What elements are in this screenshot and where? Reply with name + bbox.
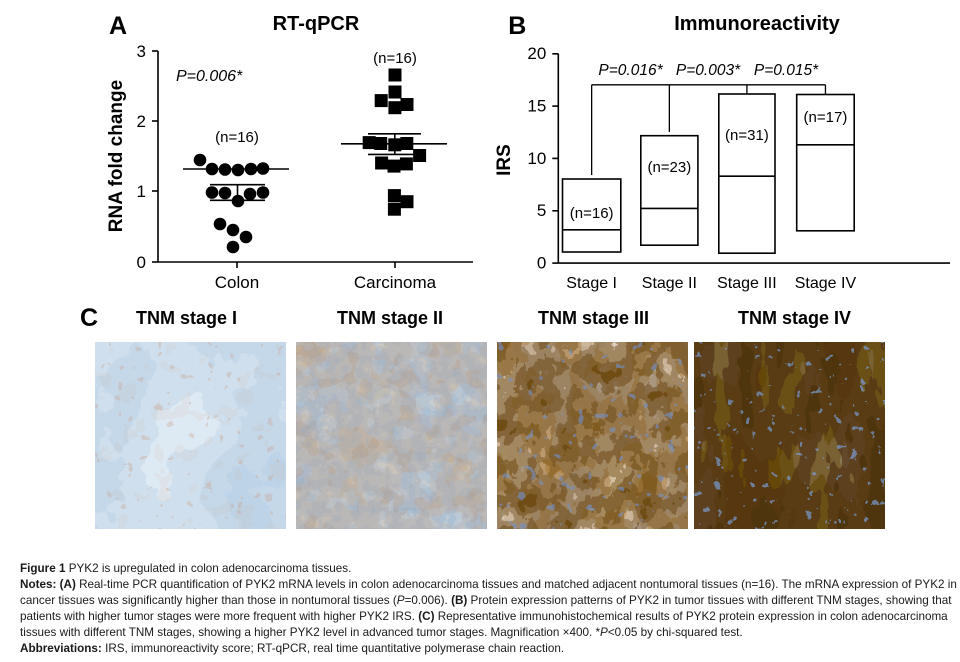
svg-text:RNA fold change: RNA fold change [106, 80, 127, 232]
svg-text:3: 3 [137, 42, 146, 61]
svg-text:15: 15 [527, 97, 546, 116]
svg-text:Stage I: Stage I [566, 275, 617, 292]
svg-text:RT-qPCR: RT-qPCR [273, 13, 360, 35]
svg-text:20: 20 [527, 44, 546, 63]
svg-text:(n=16): (n=16) [570, 205, 614, 222]
svg-text:Stage III: Stage III [717, 275, 777, 292]
svg-text:(n=17): (n=17) [804, 109, 848, 126]
svg-text:Immunoreactivity: Immunoreactivity [674, 13, 840, 35]
svg-text:2: 2 [137, 112, 146, 131]
svg-text:P=0.016*: P=0.016* [598, 62, 663, 79]
svg-text:P=0.006*: P=0.006* [176, 68, 243, 85]
svg-text:Colon: Colon [215, 273, 259, 292]
svg-text:Stage II: Stage II [642, 275, 697, 292]
svg-text:0: 0 [137, 253, 146, 272]
svg-text:P=0.003*: P=0.003* [676, 62, 741, 79]
svg-text:(n=31): (n=31) [725, 127, 769, 144]
svg-text:(n=16): (n=16) [373, 50, 417, 67]
svg-text:(n=16): (n=16) [215, 129, 259, 146]
svg-text:(n=23): (n=23) [647, 159, 691, 176]
svg-text:5: 5 [537, 201, 546, 220]
svg-text:A: A [109, 12, 127, 40]
svg-text:B: B [508, 12, 526, 40]
svg-text:Carcinoma: Carcinoma [354, 273, 437, 292]
svg-text:IRS: IRS [494, 144, 515, 176]
svg-text:10: 10 [527, 149, 546, 168]
svg-text:0: 0 [537, 254, 546, 273]
svg-text:1: 1 [137, 182, 146, 201]
svg-text:Stage IV: Stage IV [795, 275, 857, 292]
svg-text:P=0.015*: P=0.015* [754, 62, 819, 79]
